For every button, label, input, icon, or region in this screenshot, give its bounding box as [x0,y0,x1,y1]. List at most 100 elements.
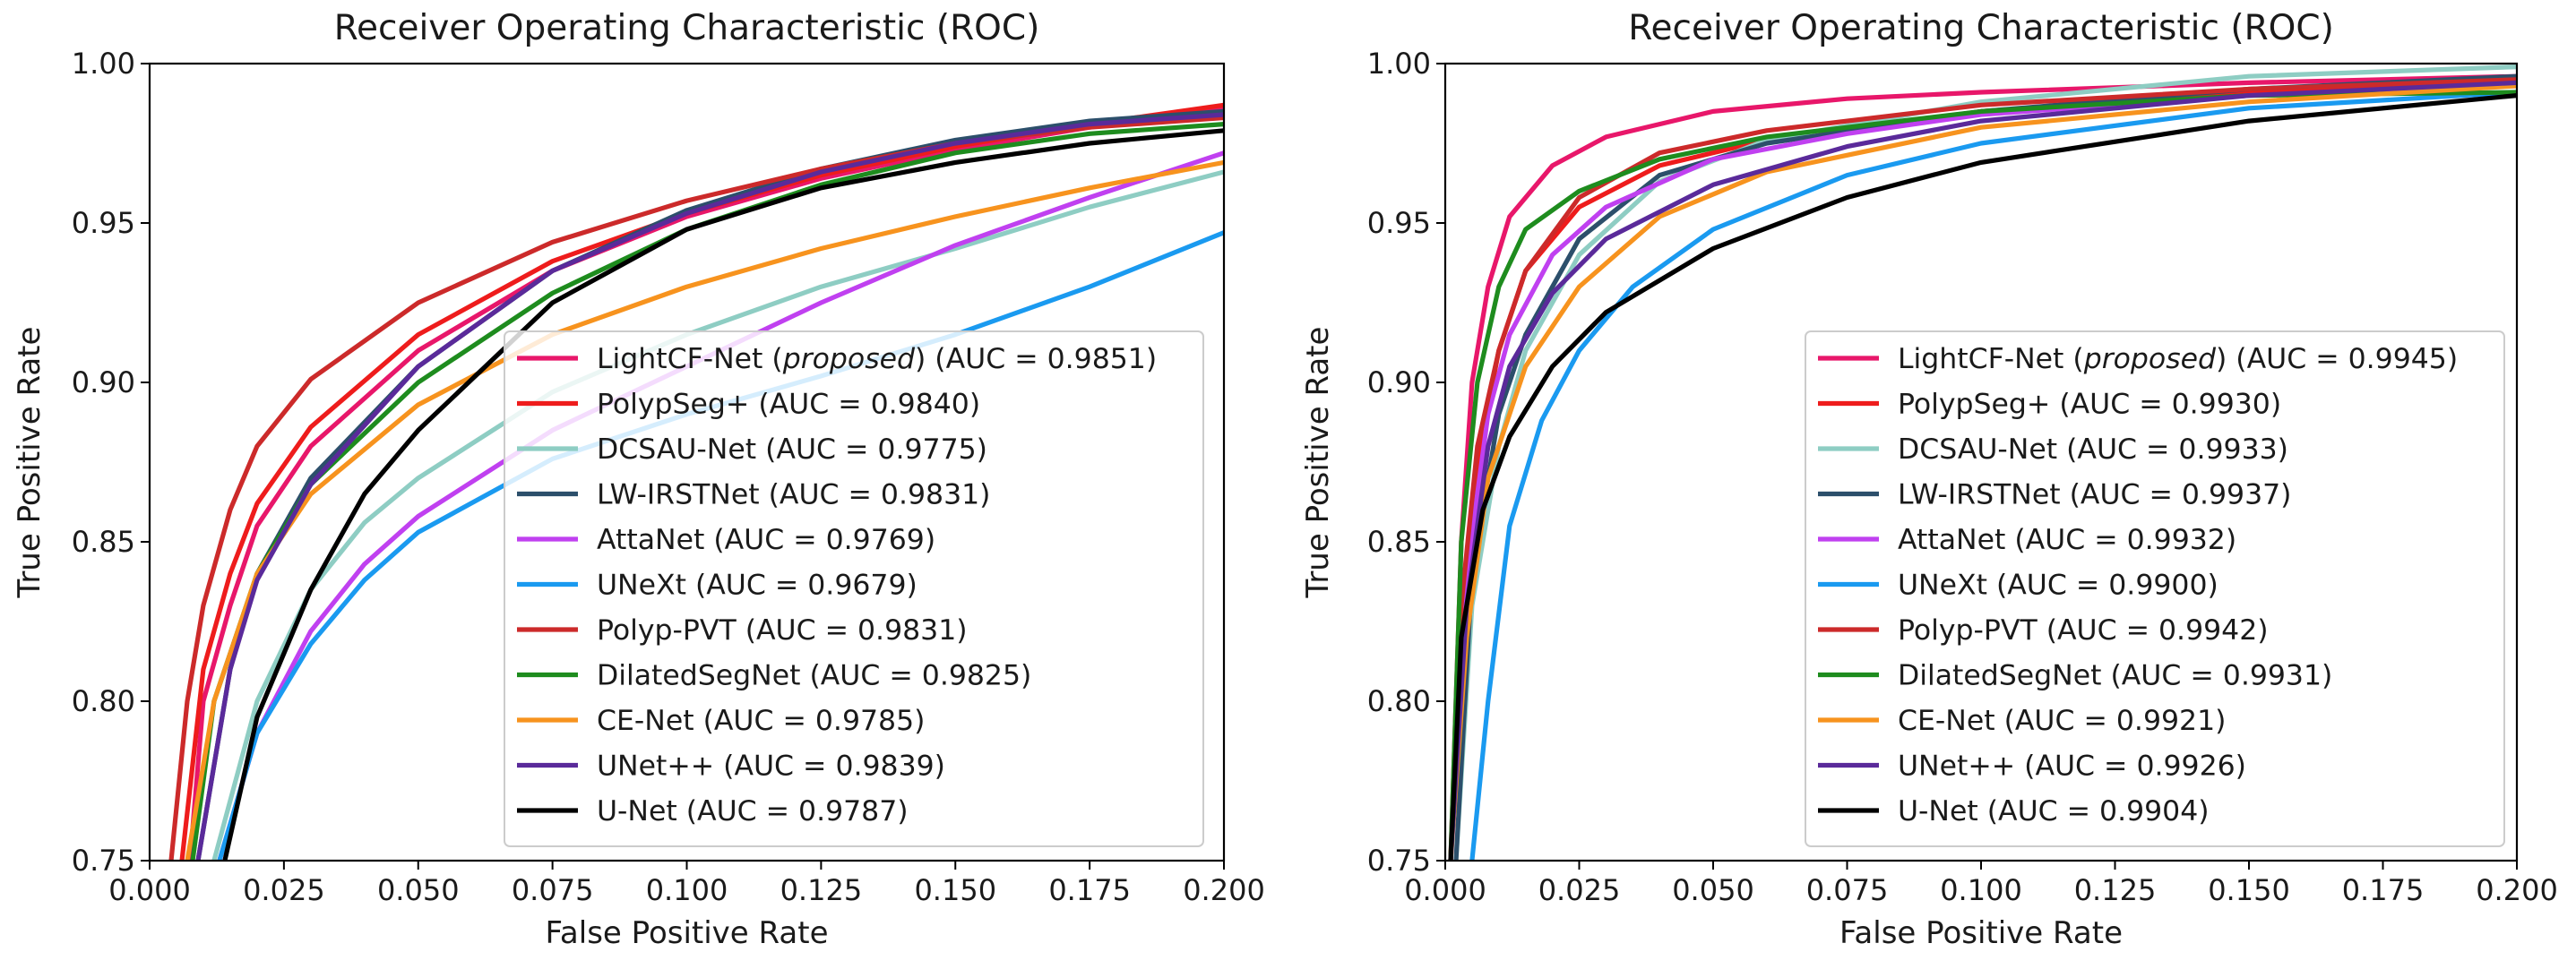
x-tick-label: 0.150 [914,873,996,907]
legend-label: AttaNet (AUC = 0.9769) [597,524,935,556]
legend: LightCF-Net (proposed) (AUC = 0.9851) Pol… [504,330,1204,847]
roc-curve-u-net [222,128,1224,861]
y-tick-label: 0.80 [1367,684,1431,718]
legend-series-name: UNet++ [1898,750,2015,783]
y-tick-label: 1.00 [72,47,135,81]
legend-label: LW-IRSTNet (AUC = 0.9937) [1898,479,2291,511]
x-tick-label: 0.125 [2074,873,2157,907]
legend-space [2057,433,2066,466]
legend-label: DilatedSegNet (AUC = 0.9825) [597,660,1031,692]
legend-label: U-Net (AUC = 0.9904) [1898,795,2210,828]
x-tick-label: 0.050 [1672,873,1754,907]
legend-series-name: LightCF-Net [597,343,762,375]
legend-auc: (AUC = 0.9825) [809,660,1031,692]
legend-space [686,570,695,602]
legend: LightCF-Net (proposed) (AUC = 0.9945) Pol… [1805,330,2505,847]
x-tick-label: 0.175 [1048,873,1131,907]
legend-series-name: U-Net [597,795,677,828]
y-tick-label: 0.85 [1367,525,1431,559]
roc-curve-ce-net [1448,83,2517,861]
legend-series-name: PolypSeg+ [597,389,749,421]
legend-label: Polyp-PVT (AUC = 0.9831) [597,614,968,647]
legend-paren: ) [915,343,926,375]
x-tick-label: 0.075 [1806,873,1889,907]
legend-auc: (AUC = 0.9900) [1996,570,2218,602]
x-tick-label: 0.100 [1940,873,2022,907]
legend-series-name: AttaNet [1898,524,2005,556]
legend-auc: (AUC = 0.9787) [686,795,909,828]
y-axis-label: True Positive Rate [12,327,47,599]
chart-title: Receiver Operating Characteristic (ROC) [1628,8,2334,48]
legend-auc: (AUC = 0.9840) [758,389,980,421]
legend-auc: (AUC = 0.9921) [2004,705,2227,737]
legend-space [737,614,745,647]
legend-space [1987,570,1996,602]
x-tick-label: 0.000 [108,873,191,907]
x-tick-label: 0.150 [2208,873,2290,907]
legend-auc: (AUC = 0.9945) [2236,343,2458,375]
legend-series-name: DilatedSegNet [1898,660,2101,692]
legend-series-name: UNet++ [597,750,714,783]
legend-label: DCSAU-Net (AUC = 0.9933) [1898,433,2288,466]
legend-paren: ( [2063,343,2083,375]
legend-space [1995,705,2004,737]
legend-space [704,524,713,556]
legend-label: LightCF-Net (proposed) (AUC = 0.9851) [597,343,1157,375]
legend-series-name: DCSAU-Net [1898,433,2057,466]
roc-curve-u-net [1448,93,2517,861]
legend-label: Polyp-PVT (AUC = 0.9942) [1898,614,2269,647]
roc-curve-polyp-pvt [1448,77,2517,861]
roc-curve-dilatedsegnet [1448,90,2517,861]
x-tick-label: 0.075 [512,873,594,907]
legend-space [694,705,703,737]
legend-space [756,433,765,466]
legend-label: LightCF-Net (proposed) (AUC = 0.9945) [1898,343,2458,375]
legend-series-name: CE-Net [1898,705,1995,737]
legend-box [504,330,1204,847]
legend-space [760,479,769,511]
roc-curve-unext [1469,90,2517,861]
legend-auc: (AUC = 0.9785) [703,705,926,737]
legend-space [2005,524,2014,556]
x-tick-label: 0.050 [377,873,460,907]
legend-series-name: Polyp-PVT [597,614,737,647]
roc-curve-lightcf-net [1448,73,2517,861]
roc-chart-left-svg: Receiver Operating Characteristic (ROC) 0… [12,8,1265,951]
x-tick-label: 0.025 [243,873,325,907]
y-tick-label: 0.85 [72,525,135,559]
legend-space [800,660,809,692]
legend-series-name: PolypSeg+ [1898,389,2050,421]
legend-label: UNeXt (AUC = 0.9900) [1898,570,2218,602]
legend-series-name: AttaNet [597,524,704,556]
roc-curve-unet- [195,112,1224,861]
legend-series-name: UNeXt [597,570,686,602]
legend-auc: (AUC = 0.9937) [2070,479,2292,511]
legend-series-name: DilatedSegNet [597,660,800,692]
legend-space [2227,343,2236,375]
legend-series-name: Polyp-PVT [1898,614,2038,647]
legend-auc: (AUC = 0.9931) [2110,660,2332,692]
x-axis-label: False Positive Rate [546,915,829,951]
legend-auc: (AUC = 0.9904) [1987,795,2210,828]
legend-series-name: CE-Net [597,705,694,737]
legend-series-name: LW-IRSTNet [597,479,760,511]
roc-curve-unet- [1448,80,2517,861]
legend-space [926,343,935,375]
y-axis-label: True Positive Rate [1300,327,1336,599]
y-tick-label: 0.75 [1367,844,1431,878]
legend-auc: (AUC = 0.9769) [713,524,935,556]
roc-chart-right: Receiver Operating Characteristic (ROC) 0… [1288,0,2576,969]
roc-curve-lightcf-net [187,106,1224,861]
legend-label: DilatedSegNet (AUC = 0.9931) [1898,660,2332,692]
x-tick-label: 0.125 [780,873,863,907]
legend-label: PolypSeg+ (AUC = 0.9840) [597,389,980,421]
legend-space [1978,795,1987,828]
legend-auc: (AUC = 0.9839) [723,750,945,783]
y-tick-label: 0.75 [72,844,135,878]
x-tick-label: 0.200 [1183,873,1265,907]
legend-auc: (AUC = 0.9942) [2046,614,2269,647]
legend-label: DCSAU-Net (AUC = 0.9775) [597,433,987,466]
x-tick-label: 0.175 [2342,873,2425,907]
y-tick-label: 0.95 [1367,206,1431,240]
legend-box [1805,330,2505,847]
